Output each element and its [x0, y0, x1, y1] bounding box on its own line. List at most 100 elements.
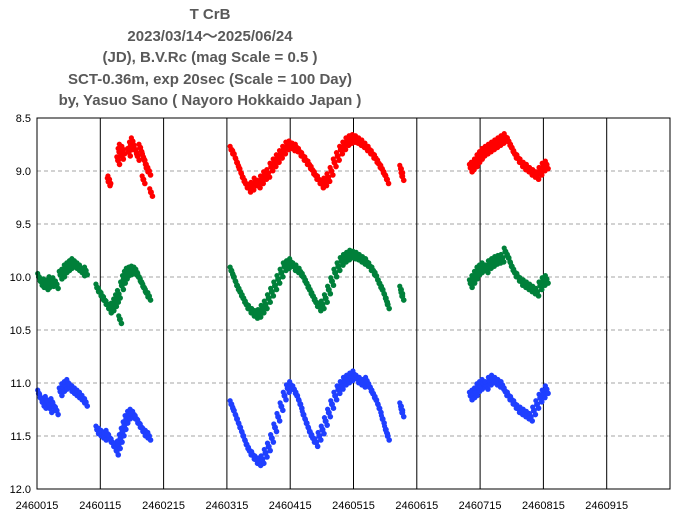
title-line-5: by, Yasuo Sano ( Nayoro Hokkaido Japan ): [58, 92, 362, 109]
data-point: [111, 440, 117, 446]
title-line-4: SCT-0.36m, exp 20sec (Scale = 100 Day): [68, 70, 352, 88]
data-point: [50, 400, 56, 406]
data-point: [535, 405, 542, 412]
data-point: [273, 163, 279, 170]
data-point: [61, 273, 68, 280]
data-point: [398, 170, 404, 176]
data-point: [507, 260, 514, 266]
data-point: [517, 156, 523, 162]
data-point: [283, 382, 290, 388]
data-point: [139, 173, 145, 179]
data-point: [385, 180, 392, 187]
data-point: [135, 270, 141, 277]
data-point: [400, 297, 407, 303]
data-point: [55, 411, 61, 418]
y-tick-label: 10.5: [10, 325, 31, 337]
data-point: [93, 281, 99, 287]
data-point: [383, 173, 389, 179]
data-point: [381, 169, 387, 175]
data-point: [258, 302, 264, 308]
data-point: [375, 277, 381, 283]
data-point: [511, 398, 517, 404]
data-point: [121, 432, 127, 439]
data-point: [333, 150, 340, 156]
data-point: [138, 147, 144, 154]
data-point: [258, 453, 264, 459]
data-point: [514, 152, 520, 158]
data-point: [280, 407, 286, 414]
x-tick-label: 2460015: [16, 500, 59, 512]
data-point: [250, 187, 257, 193]
data-point: [267, 447, 273, 454]
data-point: [293, 389, 299, 395]
data-point: [326, 178, 333, 185]
data-point: [511, 147, 517, 154]
data-point: [95, 285, 102, 291]
data-point: [249, 448, 255, 455]
data-point: [362, 256, 369, 262]
data-point: [147, 186, 153, 192]
title-line-3: (JD), B.V.Rc (mag Scale = 0.5 ): [102, 49, 318, 66]
data-point: [270, 293, 277, 299]
data-point: [321, 415, 328, 421]
data-point: [324, 171, 330, 177]
data-point: [132, 412, 138, 419]
data-point: [230, 404, 236, 410]
data-point: [359, 137, 365, 143]
data-point: [375, 402, 381, 408]
data-point: [147, 172, 154, 178]
data-point: [127, 153, 134, 159]
data-point: [48, 395, 54, 402]
data-point: [369, 387, 375, 393]
data-point: [276, 147, 283, 154]
data-point: [328, 398, 334, 404]
data-point: [299, 150, 305, 156]
data-point: [501, 385, 507, 391]
data-point: [350, 368, 356, 374]
data-point: [271, 421, 277, 427]
data-point: [59, 392, 65, 399]
data-point: [500, 259, 507, 265]
data-point: [302, 154, 308, 160]
data-point: [386, 305, 392, 312]
data-point: [248, 179, 254, 185]
x-tick-label: 2460115: [79, 500, 121, 512]
data-point: [52, 404, 59, 410]
data-point: [84, 403, 91, 409]
data-point: [295, 145, 302, 152]
data-point: [296, 265, 302, 271]
data-point: [55, 285, 61, 292]
data-point: [542, 273, 548, 279]
data-point: [103, 427, 109, 433]
data-point: [536, 391, 542, 397]
data-point: [137, 421, 143, 427]
data-point: [315, 429, 321, 436]
data-point: [482, 262, 488, 268]
data-point: [504, 251, 510, 258]
data-point: [333, 396, 340, 403]
data-point: [398, 289, 404, 296]
data-point: [120, 286, 127, 293]
data-point: [44, 398, 50, 404]
data-point: [365, 143, 371, 149]
data-point: [136, 141, 142, 147]
data-point: [474, 163, 480, 170]
data-point: [542, 394, 548, 401]
data-point: [328, 275, 334, 281]
data-point: [239, 292, 245, 298]
x-ticks: 2460015 2460115 2460215 2460315 2460415 24605…: [16, 500, 629, 512]
data-point: [293, 262, 299, 268]
data-point: [471, 280, 478, 286]
y-tick-label: 10.0: [10, 272, 31, 284]
data-point: [330, 282, 337, 289]
data-point: [333, 163, 339, 170]
data-point: [535, 293, 542, 299]
plot-frame: [36, 117, 671, 490]
data-point: [383, 298, 390, 304]
data-point: [149, 193, 156, 199]
data-point: [238, 171, 245, 177]
data-point: [312, 436, 318, 442]
data-point: [397, 400, 403, 406]
data-point: [330, 405, 337, 412]
data-point: [131, 143, 137, 149]
